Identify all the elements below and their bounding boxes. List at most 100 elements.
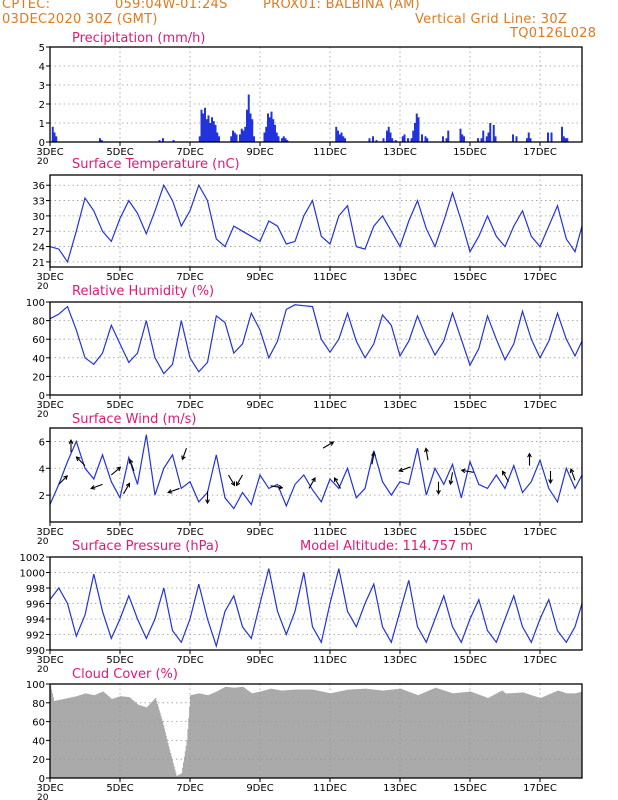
precip-bar bbox=[412, 130, 415, 142]
cloud-bar bbox=[371, 689, 373, 778]
cloud-bar bbox=[346, 689, 348, 778]
cloud-bar bbox=[254, 692, 257, 778]
cloud-bar bbox=[475, 693, 477, 778]
cloud-bar bbox=[138, 704, 140, 778]
header-org: CPTEC: bbox=[2, 0, 51, 12]
precip-bar bbox=[485, 136, 488, 142]
cloud-bar bbox=[252, 693, 254, 778]
wind-arrow bbox=[129, 459, 135, 472]
cloud-bar bbox=[88, 694, 90, 778]
cloud-bar bbox=[275, 689, 278, 778]
cloud-bar bbox=[359, 688, 362, 778]
cloud-bar bbox=[109, 697, 111, 778]
precip-bar bbox=[51, 126, 54, 142]
precip-bar bbox=[389, 132, 392, 142]
cloud-bar bbox=[100, 692, 103, 778]
cloud-bar bbox=[68, 697, 70, 778]
cloud-bar bbox=[563, 692, 565, 778]
cloud-bar bbox=[211, 693, 214, 778]
wind-arrow-head bbox=[569, 468, 575, 474]
cloud-bar bbox=[245, 688, 247, 778]
cloud-bar bbox=[201, 693, 203, 778]
cloud-bar bbox=[530, 694, 532, 778]
cloud-bar bbox=[181, 773, 183, 778]
cloud-bar bbox=[303, 689, 306, 778]
x-year-label: 20 bbox=[37, 793, 49, 800]
cloud-bar bbox=[302, 689, 305, 778]
cloud-bar bbox=[159, 712, 161, 778]
cloud-bar bbox=[438, 688, 440, 778]
cloud-bar bbox=[375, 689, 377, 778]
cloud-bar bbox=[548, 694, 551, 778]
cloud-bar bbox=[336, 692, 338, 778]
cloud-bar bbox=[561, 691, 564, 778]
cloud-bar bbox=[54, 700, 56, 778]
precip-bar bbox=[482, 130, 485, 142]
cloud-bar bbox=[580, 691, 582, 778]
wind-arrow-head bbox=[90, 485, 96, 490]
cloud-bar bbox=[319, 691, 321, 778]
x-tick-label: 9DEC bbox=[246, 272, 273, 283]
cloud-bar bbox=[184, 751, 187, 778]
cloud-bar bbox=[260, 691, 263, 778]
precip-bar bbox=[205, 119, 208, 142]
cloud-bar bbox=[192, 694, 194, 778]
cloud-bar bbox=[401, 689, 404, 778]
cloud-bar bbox=[390, 689, 392, 778]
cloud-bar bbox=[554, 691, 557, 778]
cloud-bar bbox=[282, 690, 285, 778]
cloud-bar bbox=[279, 690, 281, 778]
cloud-bar bbox=[290, 689, 292, 778]
cloud-bar bbox=[90, 694, 92, 778]
temp-title: Surface Temperature (nC) bbox=[72, 157, 240, 172]
cloud-bar bbox=[225, 686, 228, 778]
cloud-bar bbox=[52, 697, 54, 778]
precip-bar bbox=[286, 140, 289, 142]
cloud-bar bbox=[476, 693, 478, 778]
cloud-bar bbox=[215, 691, 217, 778]
cloud-bar bbox=[74, 696, 76, 778]
cloud-bar bbox=[428, 690, 430, 778]
cloud-bar bbox=[316, 690, 319, 778]
cloud-bar bbox=[139, 705, 141, 778]
precip-bar bbox=[53, 132, 56, 142]
cloud-bar bbox=[169, 749, 171, 778]
cloud-bar bbox=[179, 774, 181, 778]
x-tick-label: 9DEC bbox=[246, 783, 273, 794]
cloud-bar bbox=[523, 692, 525, 778]
panel-frame bbox=[49, 427, 583, 523]
precip-bar bbox=[230, 136, 233, 142]
cloud-bar bbox=[397, 688, 399, 778]
cloud-bar bbox=[363, 688, 365, 778]
precip-bar bbox=[550, 132, 553, 142]
cloud-bar bbox=[299, 689, 301, 778]
x-tick-label: 15DEC bbox=[453, 783, 487, 794]
y-tick-label: 2 bbox=[39, 491, 45, 502]
cloud-bar bbox=[113, 698, 116, 778]
cloud-bar bbox=[445, 691, 447, 778]
cloud-bar bbox=[236, 687, 238, 778]
precip-bar bbox=[209, 123, 212, 142]
wind-arrow-head bbox=[333, 476, 339, 483]
cloud-bar bbox=[407, 691, 409, 778]
cloud-bar bbox=[234, 687, 236, 778]
cloud-bar bbox=[406, 691, 408, 778]
y-tick-label: 40 bbox=[32, 354, 45, 365]
cloud-bar bbox=[293, 689, 295, 778]
x-tick-label: 15DEC bbox=[453, 272, 487, 283]
precip-bar bbox=[162, 138, 164, 142]
cloud-bar bbox=[123, 696, 125, 778]
cloud-bar bbox=[302, 689, 304, 778]
cloud-bar bbox=[569, 693, 572, 778]
cloud-bar bbox=[165, 735, 167, 778]
wind-arrow bbox=[308, 477, 316, 489]
press-title: Surface Pressure (hPa) bbox=[72, 539, 219, 554]
x-tick-label: 11DEC bbox=[313, 272, 347, 283]
cloud-bar bbox=[521, 692, 523, 778]
x-tick-label: 9DEC bbox=[246, 147, 273, 158]
x-tick-label: 17DEC bbox=[523, 655, 557, 666]
cloud-bar bbox=[360, 688, 362, 778]
cloud-bar bbox=[309, 689, 312, 778]
cloud-bar bbox=[267, 689, 269, 778]
cloud-bar bbox=[272, 689, 274, 778]
